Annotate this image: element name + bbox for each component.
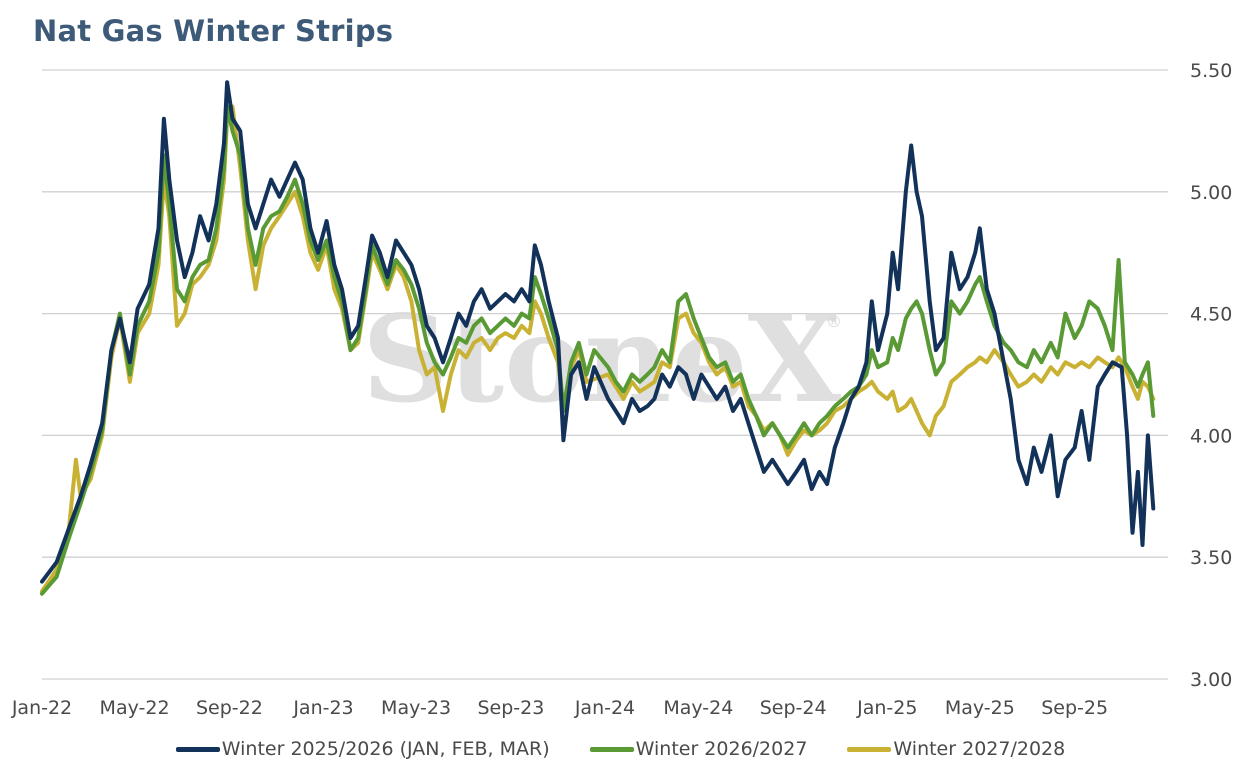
x-tick-label: May-23 (381, 697, 451, 719)
legend-swatch (175, 746, 220, 752)
legend-label: Winter 2026/2027 (635, 738, 808, 760)
gridlines (42, 69, 1168, 680)
x-tick-label: Sep-23 (477, 697, 544, 719)
y-tick-label: 3.50 (1190, 547, 1232, 569)
x-axis: Jan-22 May-22 Sep-22 Jan-23 May-23 Sep-23 Jan-… (11, 697, 1108, 719)
y-tick-label: 5.50 (1190, 60, 1232, 82)
series-line-1 (40, 80, 1156, 584)
x-tick-label: May-25 (945, 697, 1015, 719)
legend-label: Winter 2027/2028 (893, 738, 1066, 760)
x-tick-label: May-22 (100, 697, 170, 719)
x-tick-label: Jan-25 (856, 697, 917, 719)
x-tick-label: Sep-24 (760, 697, 827, 719)
legend-item: Winter 2025/2026 (JAN, FEB, MAR) (175, 738, 550, 760)
legend-swatch (589, 746, 634, 752)
watermark-registered-mark: ® (826, 312, 842, 331)
y-axis: 3.00 3.50 4.00 4.50 5.00 5.50 (1190, 60, 1232, 691)
legend-swatch (847, 746, 892, 752)
x-tick-label: May-24 (663, 697, 733, 719)
y-tick-label: 3.00 (1190, 669, 1232, 691)
y-tick-label: 4.50 (1190, 304, 1232, 326)
x-tick-label: Jan-22 (11, 697, 72, 719)
x-tick-label: Sep-25 (1041, 697, 1108, 719)
y-tick-label: 4.00 (1190, 425, 1232, 447)
legend-item: Winter 2026/2027 (589, 738, 808, 760)
legend-label: Winter 2025/2026 (JAN, FEB, MAR) (221, 738, 550, 760)
legend: Winter 2025/2026 (JAN, FEB, MAR) Winter 2… (0, 738, 1241, 760)
legend-item: Winter 2027/2028 (847, 738, 1065, 760)
series-line-2 (40, 104, 1156, 596)
series-lines (40, 80, 1156, 596)
x-tick-label: Sep-22 (196, 697, 263, 719)
y-tick-label: 5.00 (1190, 182, 1232, 204)
chart-title: Nat Gas Winter Strips (33, 14, 394, 48)
x-tick-label: Jan-23 (292, 697, 353, 719)
x-tick-label: Jan-24 (574, 697, 635, 719)
